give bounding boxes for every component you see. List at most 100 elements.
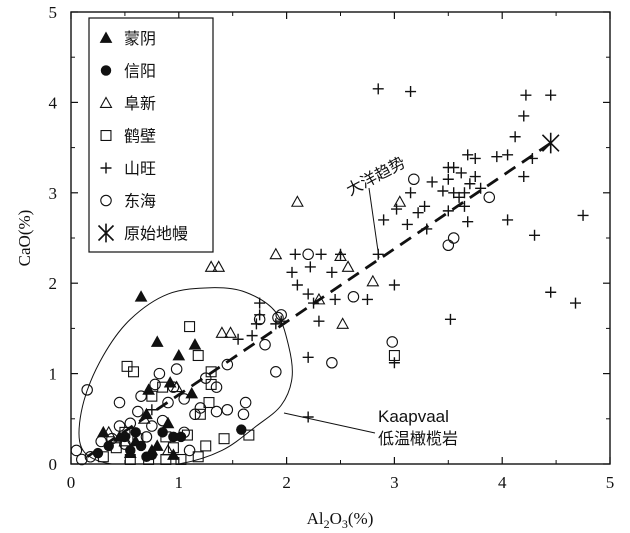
point-plus <box>361 293 373 305</box>
point-plus <box>448 161 460 173</box>
trend-layer <box>86 141 552 458</box>
point-circle-open <box>237 408 250 421</box>
point-plus <box>448 187 460 199</box>
x-axis-title-mid: O <box>330 509 342 528</box>
x-tick-label: 3 <box>390 473 399 492</box>
point-plus <box>426 176 438 188</box>
point-circle-open <box>483 191 496 204</box>
point-circle-open <box>170 363 183 375</box>
series-6 <box>541 132 560 154</box>
point-plus <box>462 216 474 228</box>
point-plus <box>308 297 320 309</box>
point-circle-open <box>70 444 83 457</box>
point-triangle-open <box>137 412 151 424</box>
point-circle-open <box>81 384 93 396</box>
point-plus <box>313 315 325 327</box>
legend-item: 原始地幔 <box>97 223 188 243</box>
point-plus <box>437 185 449 197</box>
point-circle-open <box>113 396 126 409</box>
legend-marker-triangle-open <box>99 96 113 108</box>
legend-label: 信阳 <box>124 62 156 81</box>
point-circle-open <box>119 438 131 450</box>
point-plus <box>388 357 400 369</box>
point-circle-open <box>272 311 284 324</box>
point-circle-open <box>162 396 174 409</box>
point-circle-open <box>210 381 223 393</box>
point-plus <box>419 200 431 212</box>
point-plus <box>329 293 341 305</box>
point-triangle-open <box>290 195 304 207</box>
point-triangle-open <box>336 317 350 329</box>
point-plus <box>232 333 244 345</box>
point-circle-open <box>84 450 97 463</box>
point-triangle-filled <box>188 338 202 350</box>
point-square-open <box>243 429 255 441</box>
legend-item: 信阳 <box>100 62 156 81</box>
point-triangle-filled <box>134 290 148 302</box>
point-circle-open <box>189 408 201 421</box>
point-square-open <box>192 350 204 362</box>
x-axis-title-sub1: 2 <box>324 517 330 531</box>
point-circle-open <box>124 417 137 430</box>
point-triangle-open <box>212 260 226 272</box>
legend-marker-circle-open <box>100 194 112 207</box>
point-plus <box>372 83 384 95</box>
point-square-open <box>181 429 193 441</box>
legend-marker-square-open <box>100 130 112 142</box>
point-circle-open <box>447 232 460 244</box>
point-circle-open <box>199 372 212 384</box>
legend-item: 东海 <box>100 192 156 211</box>
point-triangle-filled <box>150 335 164 347</box>
y-tick-label: 1 <box>49 365 58 384</box>
point-circle-open <box>167 381 180 393</box>
ocean-trend-line <box>86 141 552 458</box>
legend-item: 山旺 <box>100 159 156 178</box>
legend-label: 原始地幔 <box>124 224 188 243</box>
point-circle-open <box>178 393 190 405</box>
point-square-open <box>203 397 215 409</box>
point-square-open <box>97 451 109 463</box>
legend-marker-triangle-filled <box>99 31 113 43</box>
point-plus <box>412 207 424 219</box>
point-plus <box>391 203 403 215</box>
point-triangle-open <box>215 326 229 338</box>
y-tick-label: 3 <box>49 184 58 203</box>
point-circle-open <box>442 239 455 252</box>
point-plus <box>335 248 346 260</box>
point-plus <box>469 152 481 164</box>
point-circle-open <box>76 453 88 466</box>
point-triangle-open <box>312 292 326 305</box>
x-tick-label: 1 <box>175 473 184 492</box>
point-triangle-open <box>204 260 218 272</box>
point-circle-open <box>386 336 399 348</box>
point-plus <box>458 200 470 212</box>
point-plus <box>509 131 521 143</box>
point-circle-open <box>408 173 420 186</box>
kaapvaal-field-outline <box>78 287 293 464</box>
point-circle-open <box>259 338 271 351</box>
legend-marker-plus <box>100 162 112 174</box>
point-plus <box>518 171 530 183</box>
point-circle-open <box>210 405 223 418</box>
point-plus <box>458 187 470 199</box>
point-triangle-filled <box>96 425 110 438</box>
point-plus <box>520 89 532 101</box>
point-circle-open <box>221 358 234 371</box>
x-axis-title: Al2O3(%) <box>307 509 374 531</box>
point-plus <box>315 248 327 260</box>
point-plus <box>302 411 314 423</box>
point-plus <box>254 297 266 309</box>
point-triangle-filled <box>172 348 186 361</box>
point-plus <box>405 187 417 199</box>
point-plus <box>442 205 454 217</box>
point-plus <box>421 223 433 235</box>
point-triangle-filled <box>185 386 199 399</box>
y-tick-label: 5 <box>49 3 58 22</box>
trend-label-leader <box>368 187 380 259</box>
data-points <box>70 83 589 466</box>
point-plus <box>475 182 487 194</box>
point-square-open <box>194 408 206 420</box>
point-triangle-open <box>366 274 380 287</box>
point-square-open <box>157 381 169 393</box>
point-plus <box>254 309 266 321</box>
